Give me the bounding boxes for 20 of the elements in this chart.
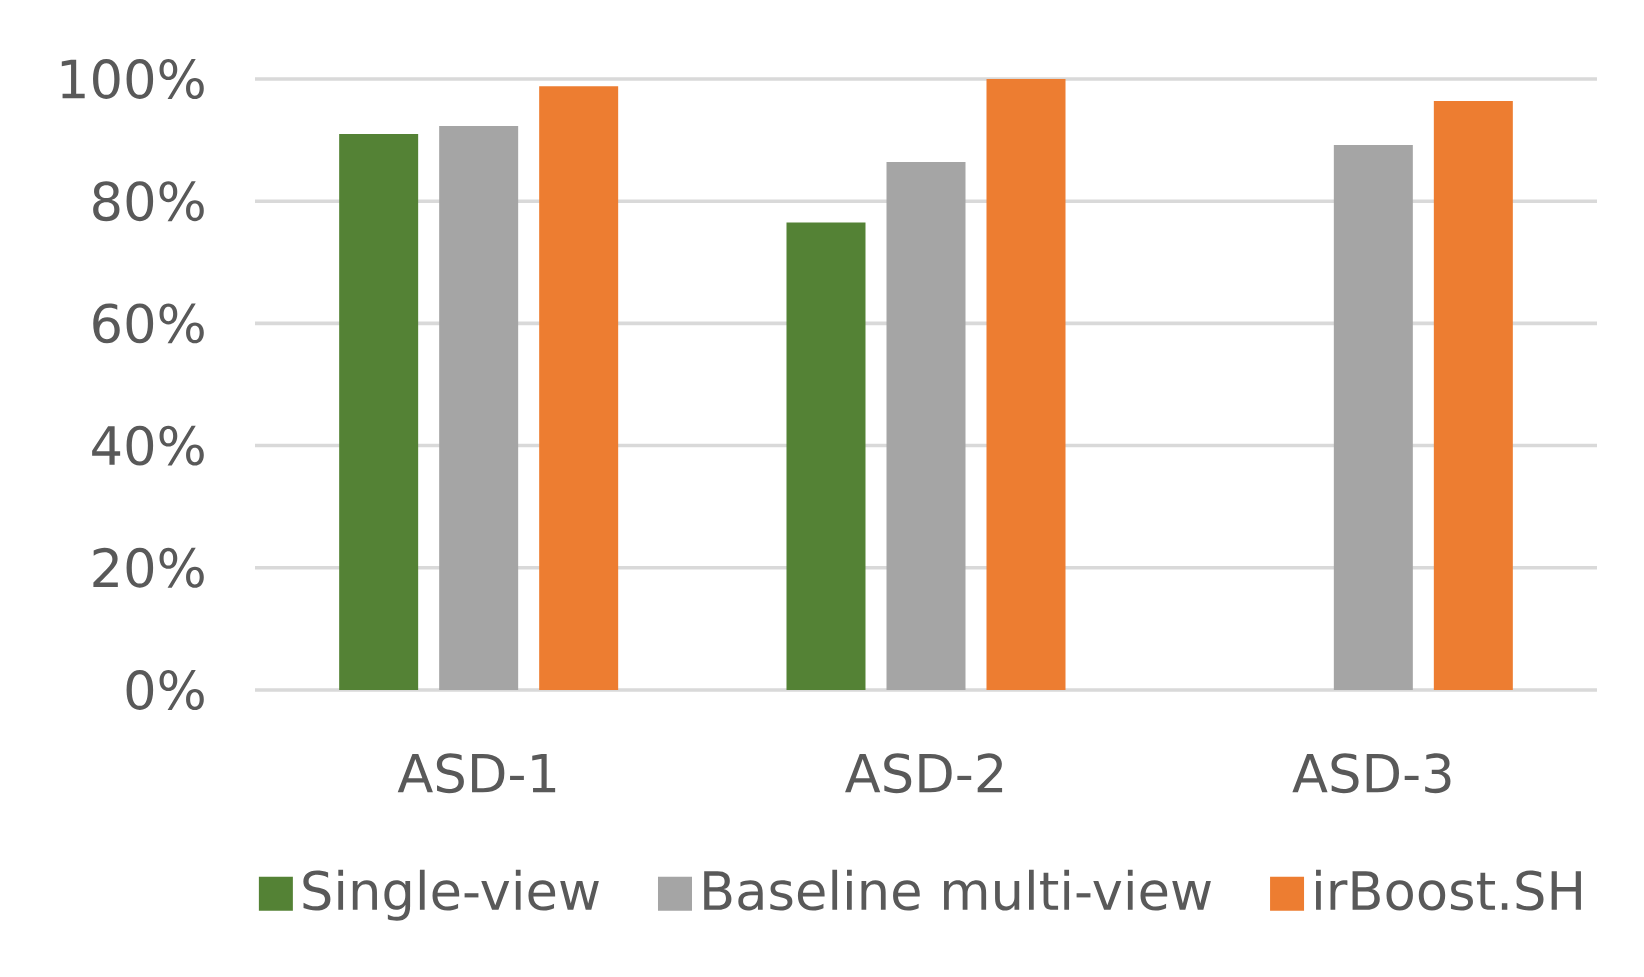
- bar: [339, 133, 419, 690]
- legend-label: irBoost.SH: [1316, 869, 1581, 911]
- bar: [786, 222, 866, 690]
- x-tick-label: ASD-3: [1292, 753, 1451, 794]
- bar: [439, 126, 519, 690]
- x-tick-label: ASD-2: [845, 753, 1003, 794]
- bar: [539, 86, 619, 690]
- bar: [886, 162, 966, 690]
- y-tick-label: 20%: [93, 547, 204, 588]
- y-tick-label: 60%: [93, 303, 204, 344]
- y-tick-label: 0%: [126, 670, 204, 710]
- bar: [1433, 101, 1513, 690]
- x-tick-label: ASD-1: [397, 753, 556, 794]
- y-tick-label: 40%: [92, 425, 204, 466]
- y-tick-label: 100%: [61, 59, 204, 99]
- bar: [986, 78, 1066, 690]
- bar: [1333, 144, 1413, 690]
- legend-label: Baseline multi-view: [704, 869, 1211, 911]
- y-tick-label: 80%: [93, 181, 204, 222]
- legend-label: Single-view: [303, 869, 599, 921]
